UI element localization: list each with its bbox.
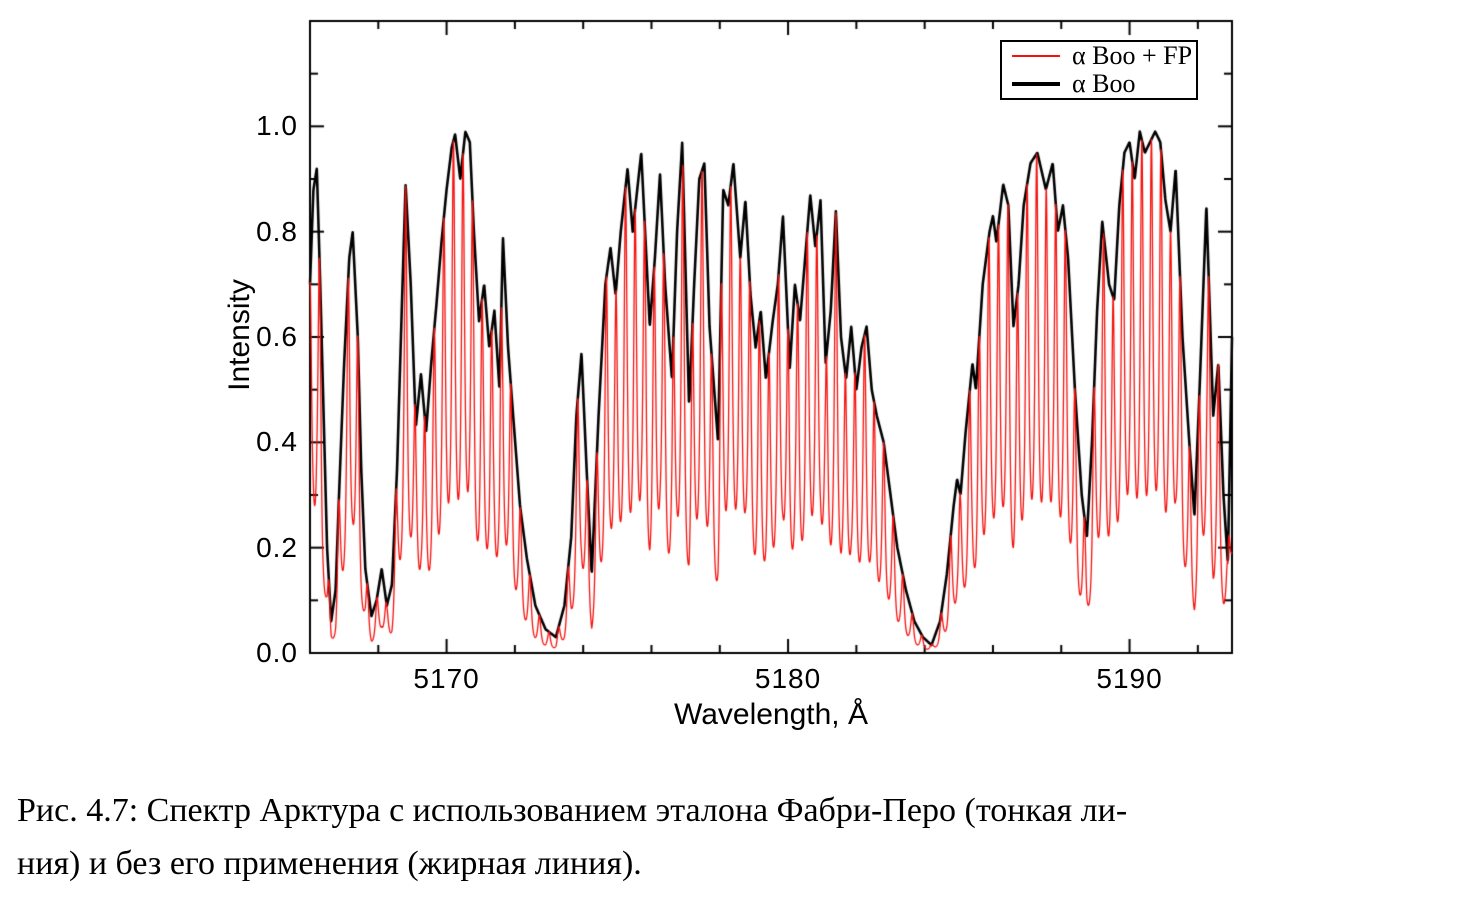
caption-line-1: Рис. 4.7: Спектр Арктура с использование… xyxy=(17,792,1128,829)
legend-item-alpha-boo: α Boo xyxy=(1002,70,1196,98)
y-tick-label: 0.2 xyxy=(256,531,298,563)
x-tick-label: 5180 xyxy=(754,663,822,694)
legend-label-alpha-boo: α Boo xyxy=(1072,69,1136,98)
legend-black-line-sample xyxy=(1012,82,1060,86)
legend: α Boo + FP α Boo xyxy=(1000,40,1198,100)
figure-caption: Рис. 4.7: Спектр Арктура с использование… xyxy=(17,784,1447,890)
legend-item-alpha-boo-fp: α Boo + FP xyxy=(1002,42,1196,70)
y-tick-label: 0.0 xyxy=(256,637,298,668)
y-tick-label: 0.4 xyxy=(256,426,298,458)
legend-red-line-sample xyxy=(1012,55,1060,57)
x-tick-label: 5170 xyxy=(413,663,480,694)
x-axis-title: Wavelength, Å xyxy=(674,698,868,731)
y-axis-title: Intensity xyxy=(223,279,256,391)
x-tick-label: 5190 xyxy=(1096,663,1163,694)
y-tick-label: 0.6 xyxy=(256,321,298,352)
y-tick-label: 1.0 xyxy=(256,110,298,142)
y-tick-label: 0.8 xyxy=(256,215,298,247)
caption-line-2: ния) и без его применения (жирная линия)… xyxy=(17,845,642,882)
spectrum-canvas xyxy=(0,0,1457,770)
legend-label-alpha-boo-fp: α Boo + FP xyxy=(1072,41,1193,70)
